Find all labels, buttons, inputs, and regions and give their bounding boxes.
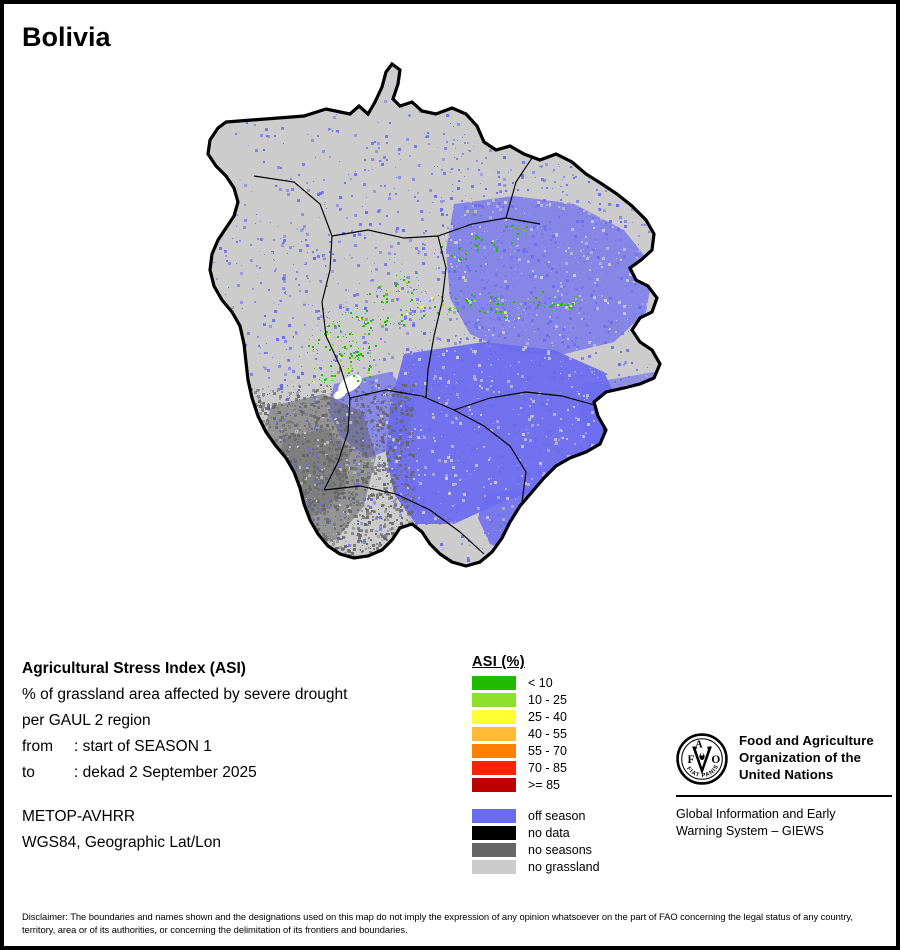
legend-row-mask-3[interactable]: no grassland: [472, 858, 662, 875]
legend-label: no data: [528, 825, 570, 840]
legend-row-class-3[interactable]: 40 - 55: [472, 725, 662, 742]
legend-spacer: [472, 793, 662, 807]
fao-org-name: Food and Agriculture Organization of the…: [739, 732, 874, 783]
legend-row-class-2[interactable]: 25 - 40: [472, 708, 662, 725]
legend-label: no grassland: [528, 859, 600, 874]
legend-label: 70 - 85: [528, 760, 567, 775]
legend-swatch: [472, 842, 516, 857]
projection-name: WGS84, Geographic Lat/Lon: [22, 834, 222, 851]
legend-mask-list: off season no data no seasons no grassland: [472, 807, 662, 875]
legend-row-class-0[interactable]: < 10: [472, 674, 662, 691]
map-legend: ASI (%) < 10 10 - 25 25 - 40 40 - 55 55 - 70…: [472, 654, 662, 875]
legend-swatch: [472, 726, 516, 741]
sensor-name: METOP-AVHRR: [22, 808, 136, 825]
legend-label: < 10: [528, 675, 553, 690]
legend-row-mask-0[interactable]: off season: [472, 807, 662, 824]
period-from: from : start of SEASON 1: [22, 734, 462, 760]
giews-name: Global Information and Early Warning Sys…: [676, 806, 892, 840]
low-asi-green-pixels: [307, 225, 577, 383]
period-from-value: : start of SEASON 1: [74, 738, 212, 755]
fao-branding: F A O FIAT PANIS Food and Agriculture Or…: [676, 732, 892, 840]
legend-class-list: < 10 10 - 25 25 - 40 40 - 55 55 - 70 70 - 85 >…: [472, 674, 662, 793]
indicator-heading: Agricultural Stress Index (ASI): [22, 660, 246, 677]
map-canvas[interactable]: [154, 54, 754, 634]
legend-row-class-4[interactable]: 55 - 70: [472, 742, 662, 759]
giews-line-2: Warning System – GIEWS: [676, 824, 824, 838]
fao-org-line-1: Food and Agriculture: [739, 733, 874, 748]
legend-label: 40 - 55: [528, 726, 567, 741]
legend-label: off season: [528, 808, 586, 823]
legend-swatch: [472, 859, 516, 874]
bolivia-raster-map: [206, 62, 662, 568]
legend-row-class-5[interactable]: 70 - 85: [472, 759, 662, 776]
period-from-label: from: [22, 738, 53, 755]
fao-emblem-icon: F A O FIAT PANIS: [676, 733, 728, 785]
aggregation-level: per GAUL 2 region: [22, 712, 151, 729]
legend-swatch: [472, 760, 516, 775]
legend-label: no seasons: [528, 842, 592, 857]
legend-label: 10 - 25: [528, 692, 567, 707]
fao-org-line-2: Organization of the: [739, 750, 862, 765]
legend-swatch: [472, 808, 516, 823]
period-to-value: : dekad 2 September 2025: [74, 764, 257, 781]
period-to-label: to: [22, 764, 35, 781]
legend-swatch: [472, 675, 516, 690]
indicator-description: % of grassland area affected by severe d…: [22, 686, 348, 703]
legend-title: ASI (%): [472, 654, 525, 670]
legend-row-class-1[interactable]: 10 - 25: [472, 691, 662, 708]
legend-swatch: [472, 709, 516, 724]
legend-label: 25 - 40: [528, 709, 567, 724]
legend-swatch: [472, 825, 516, 840]
legend-label: 55 - 70: [528, 743, 567, 758]
fao-logo-row: F A O FIAT PANIS Food and Agriculture Or…: [676, 732, 892, 785]
page-title: Bolivia: [22, 22, 111, 52]
legend-label: >= 85: [528, 777, 560, 792]
giews-line-1: Global Information and Early: [676, 807, 836, 821]
legend-swatch: [472, 692, 516, 707]
legend-row-mask-2[interactable]: no seasons: [472, 841, 662, 858]
legend-row-mask-1[interactable]: no data: [472, 824, 662, 841]
legend-row-class-6[interactable]: >= 85: [472, 776, 662, 793]
disclaimer-text: Disclaimer: The boundaries and names sho…: [22, 911, 853, 935]
lake-titicaca: [333, 374, 362, 400]
legend-swatch: [472, 743, 516, 758]
fao-org-line-3: United Nations: [739, 767, 834, 782]
info-spacer: [22, 786, 462, 804]
legend-swatch: [472, 777, 516, 792]
map-info-block: Agricultural Stress Index (ASI) % of gra…: [22, 656, 462, 856]
fao-divider: [676, 795, 892, 797]
period-to: to : dekad 2 September 2025: [22, 760, 462, 786]
